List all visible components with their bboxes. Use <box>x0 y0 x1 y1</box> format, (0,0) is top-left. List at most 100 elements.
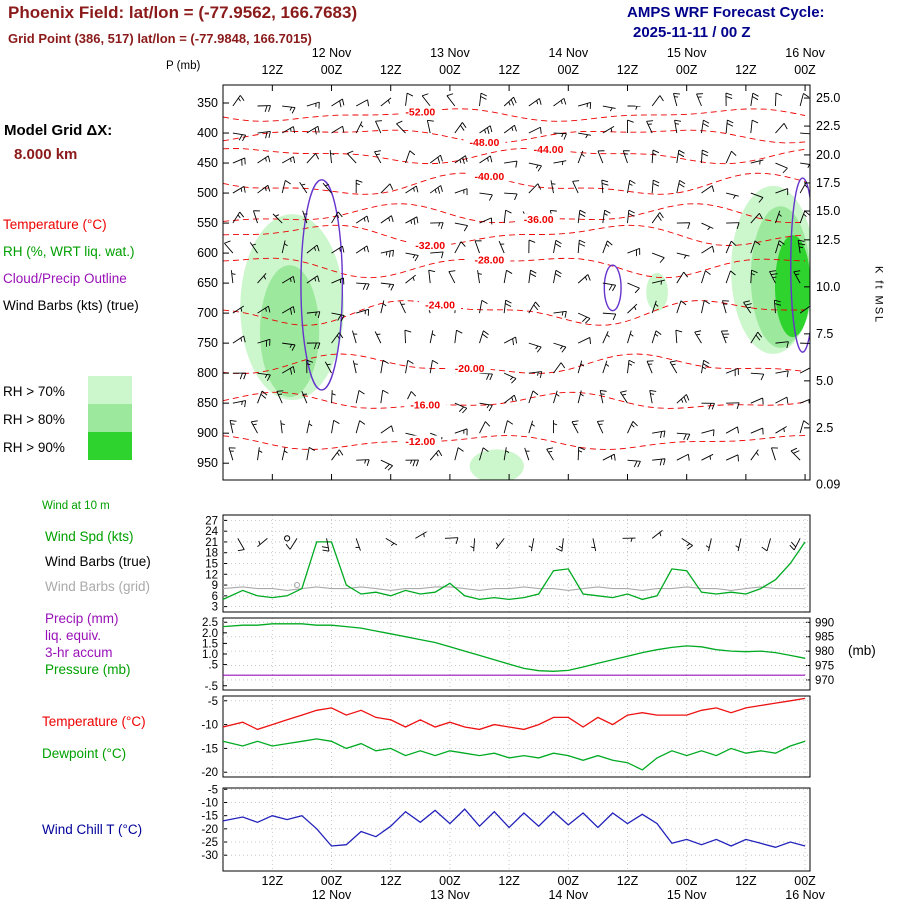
svg-text:00Z: 00Z <box>558 874 580 888</box>
svg-text:800: 800 <box>197 366 218 380</box>
precip-pressure-panel: 2.52.01.51.0.5 -.5 990 985 980 975 970 <box>202 617 834 693</box>
svg-text:950: 950 <box>197 456 218 470</box>
wind-spd-label: Wind Spd (kts) <box>45 529 134 544</box>
svg-text:12Z: 12Z <box>617 63 639 77</box>
svg-text:985: 985 <box>815 632 834 644</box>
svg-text:-48.00: -48.00 <box>470 137 500 149</box>
svg-text:3: 3 <box>212 602 218 614</box>
svg-text:25.0: 25.0 <box>816 91 840 105</box>
svg-text:21: 21 <box>205 537 218 549</box>
svg-text:5.0: 5.0 <box>816 374 833 388</box>
rh80-swatch <box>88 404 132 432</box>
svg-text:2.5: 2.5 <box>202 617 218 629</box>
svg-text:1.5: 1.5 <box>202 638 218 650</box>
dewpoint-label: Dewpoint (°C) <box>42 746 127 761</box>
svg-text:-16.00: -16.00 <box>410 400 440 412</box>
page-title: Phoenix Field: lat/lon = (-77.9562, 166.… <box>8 3 358 22</box>
svg-text:12 Nov: 12 Nov <box>312 888 352 900</box>
svg-text:16 Nov: 16 Nov <box>785 46 825 60</box>
svg-text:00Z: 00Z <box>794 63 816 77</box>
svg-text:850: 850 <box>197 396 218 410</box>
rh90-swatch <box>88 432 132 460</box>
svg-text:700: 700 <box>197 306 218 320</box>
wind-chill-label: Wind Chill T (°C) <box>42 822 143 837</box>
svg-text:-30: -30 <box>201 850 218 862</box>
svg-text:7.5: 7.5 <box>816 327 833 341</box>
svg-text:400: 400 <box>197 126 218 140</box>
svg-text:12Z: 12Z <box>380 63 402 77</box>
forecast-cycle-value: 2025-11-11 / 00 Z <box>633 24 751 41</box>
rh70-swatch <box>88 376 132 404</box>
svg-text:450: 450 <box>197 156 218 170</box>
svg-text:-5: -5 <box>208 696 218 708</box>
forecast-cycle-label: AMPS WRF Forecast Cycle: <box>627 4 825 21</box>
svg-text:975: 975 <box>815 661 834 673</box>
model-grid-label: Model Grid ΔX: <box>4 122 113 139</box>
svg-text:18: 18 <box>205 548 218 560</box>
svg-text:12 Nov: 12 Nov <box>312 46 352 60</box>
cross-section-panel: -52.00 -48.00 -44.00 -40.00 -36.00 -32.00 -28.… <box>223 92 810 480</box>
svg-text:20.0: 20.0 <box>816 148 840 162</box>
wind-barbs-true-label: Wind Barbs (true) <box>45 554 151 569</box>
svg-text:970: 970 <box>815 675 834 687</box>
svg-text:16 Nov: 16 Nov <box>785 888 825 900</box>
svg-text:12Z: 12Z <box>735 874 757 888</box>
svg-text:00Z: 00Z <box>439 63 461 77</box>
svg-text:22.5: 22.5 <box>816 119 840 133</box>
legend-cloud: Cloud/Precip Outline <box>3 271 127 286</box>
svg-text:980: 980 <box>815 646 834 658</box>
svg-text:12Z: 12Z <box>380 874 402 888</box>
svg-text:6: 6 <box>212 591 218 603</box>
svg-text:-24.00: -24.00 <box>425 300 455 312</box>
svg-text:12Z: 12Z <box>498 63 520 77</box>
svg-text:0.09: 0.09 <box>816 478 840 492</box>
svg-text:00Z: 00Z <box>676 874 698 888</box>
svg-text:-20: -20 <box>201 767 218 779</box>
svg-text:-28.00: -28.00 <box>474 255 504 267</box>
mb-unit-label: (mb) <box>848 643 876 658</box>
pressure-axis-title: P (mb) <box>166 60 201 72</box>
rh70-label: RH > 70% <box>3 384 65 399</box>
svg-text:12: 12 <box>205 569 218 581</box>
svg-text:600: 600 <box>197 246 218 260</box>
svg-text:00Z: 00Z <box>321 63 343 77</box>
svg-text:15.0: 15.0 <box>816 204 840 218</box>
svg-text:13 Nov: 13 Nov <box>430 888 470 900</box>
svg-text:15 Nov: 15 Nov <box>667 46 707 60</box>
model-grid-value: 8.000 km <box>14 146 78 163</box>
svg-text:12Z: 12Z <box>617 874 639 888</box>
rh90-label: RH > 90% <box>3 440 65 455</box>
precip-label-1: Precip (mm) <box>45 611 119 626</box>
svg-text:-5: -5 <box>208 784 218 796</box>
svg-text:00Z: 00Z <box>321 874 343 888</box>
svg-text:12Z: 12Z <box>498 874 520 888</box>
svg-text:990: 990 <box>815 617 834 629</box>
wind10m-title: Wind at 10 m <box>42 500 110 512</box>
svg-text:-.5: -.5 <box>205 681 218 693</box>
legend-wind-barbs: Wind Barbs (kts) (true) <box>3 298 139 313</box>
svg-text:350: 350 <box>197 96 218 110</box>
legend-temperature: Temperature (°C) <box>3 217 107 232</box>
svg-text:9: 9 <box>212 580 218 592</box>
svg-text:2.0: 2.0 <box>202 628 218 640</box>
svg-text:1.0: 1.0 <box>202 649 218 661</box>
svg-text:550: 550 <box>197 216 218 230</box>
svg-text:-15: -15 <box>201 743 218 755</box>
svg-text:24: 24 <box>205 526 218 538</box>
svg-text:-36.00: -36.00 <box>524 214 554 226</box>
svg-text:-15: -15 <box>201 811 218 823</box>
grid-point-subtitle: Grid Point (386, 517) lat/lon = (-77.984… <box>8 31 312 46</box>
svg-text:-25: -25 <box>201 837 218 849</box>
precip-label-3: 3-hr accum <box>45 645 113 660</box>
svg-text:15: 15 <box>205 559 218 571</box>
svg-text:.5: .5 <box>208 660 218 672</box>
pressure-label: Pressure (mb) <box>45 662 131 677</box>
svg-text:10.0: 10.0 <box>816 280 840 294</box>
legend-rh: RH (%, WRT liq. wat.) <box>3 244 135 259</box>
svg-text:2.5: 2.5 <box>816 421 833 435</box>
svg-text:750: 750 <box>197 336 218 350</box>
svg-text:-20.00: -20.00 <box>455 363 485 375</box>
